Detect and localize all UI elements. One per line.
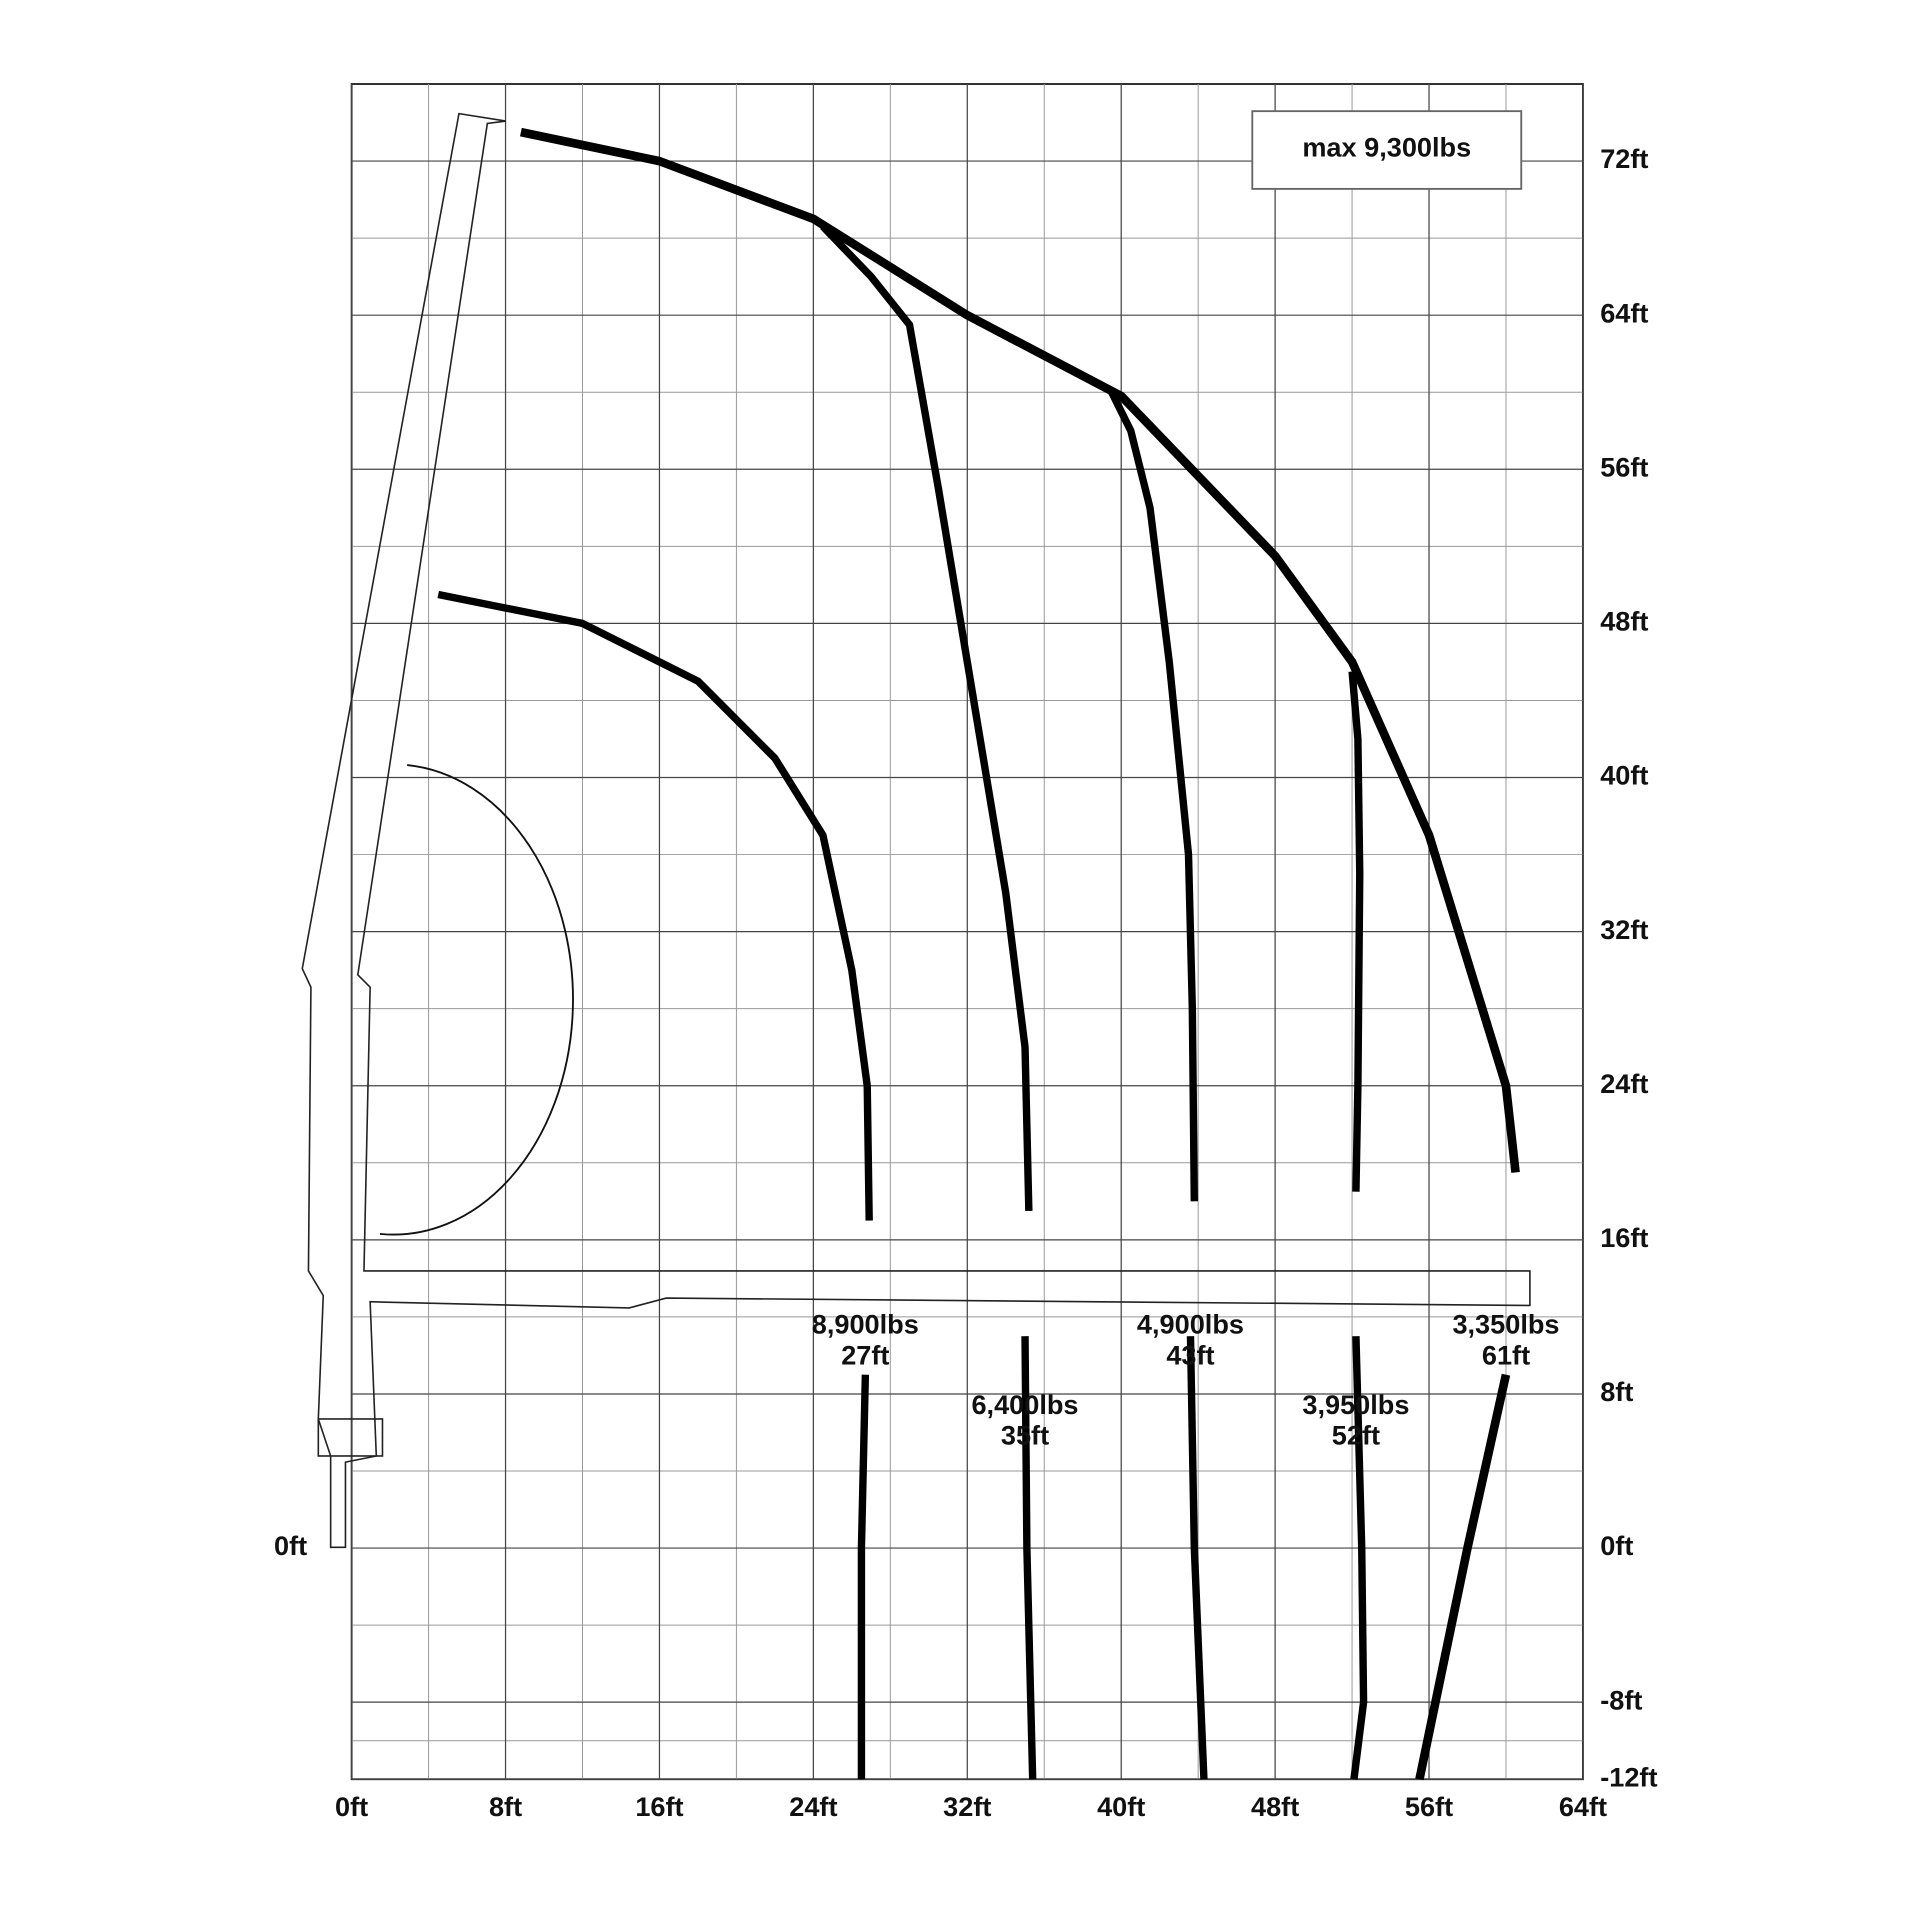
load-label: 6,400lbs bbox=[971, 1389, 1078, 1420]
x-tick-label: 16ft bbox=[635, 1791, 683, 1822]
reach-label: 52ft bbox=[1332, 1420, 1380, 1451]
x-tick-label: 8ft bbox=[489, 1791, 522, 1822]
x-tick-label: 24ft bbox=[789, 1791, 837, 1822]
reach-label: 27ft bbox=[841, 1339, 889, 1370]
y-tick-label: 0ft bbox=[1600, 1530, 1633, 1561]
y-tick-label: -12ft bbox=[1600, 1761, 1657, 1792]
load-curve bbox=[820, 223, 1037, 1780]
x-tick-label: 48ft bbox=[1251, 1791, 1299, 1822]
max-load: max 9,300lbs bbox=[1302, 132, 1471, 163]
y-tick-label: -8ft bbox=[1600, 1684, 1642, 1715]
y-tick-label: 64ft bbox=[1600, 297, 1648, 328]
x-tick-label: 0ft bbox=[335, 1791, 368, 1822]
y-tick-label-left: 0ft bbox=[274, 1530, 307, 1561]
y-tick-label: 16ft bbox=[1600, 1222, 1648, 1253]
x-tick-label: 56ft bbox=[1405, 1791, 1453, 1822]
x-tick-label: 64ft bbox=[1559, 1791, 1607, 1822]
load-label: 8,900lbs bbox=[812, 1309, 919, 1340]
grid bbox=[351, 84, 1584, 1780]
y-tick-label: 24ft bbox=[1600, 1068, 1648, 1099]
y-tick-label: 8ft bbox=[1600, 1376, 1633, 1407]
reach-label: 43ft bbox=[1166, 1339, 1214, 1370]
y-tick-label: 32ft bbox=[1600, 914, 1648, 945]
y-tick-label: 40ft bbox=[1600, 760, 1648, 791]
max-box bbox=[1251, 110, 1523, 190]
x-tick-label: 32ft bbox=[943, 1791, 991, 1822]
reach-label: 61ft bbox=[1482, 1339, 1530, 1370]
load-curve bbox=[1348, 671, 1368, 1780]
y-tick-label: 48ft bbox=[1600, 606, 1648, 637]
load-label: 3,350lbs bbox=[1452, 1309, 1559, 1340]
load-label: 4,900lbs bbox=[1137, 1309, 1244, 1340]
slew-arc bbox=[379, 764, 574, 1236]
y-tick-label: 72ft bbox=[1600, 143, 1648, 174]
x-tick-label: 40ft bbox=[1097, 1791, 1145, 1822]
crane-drawing bbox=[301, 112, 1531, 1549]
load-curve bbox=[1108, 390, 1208, 1780]
reach-label: 35ft bbox=[1001, 1420, 1049, 1451]
load-label: 3,950lbs bbox=[1302, 1389, 1409, 1420]
y-tick-label: 56ft bbox=[1600, 451, 1648, 482]
load-curve bbox=[437, 590, 873, 1780]
load-curve bbox=[520, 127, 1520, 1781]
